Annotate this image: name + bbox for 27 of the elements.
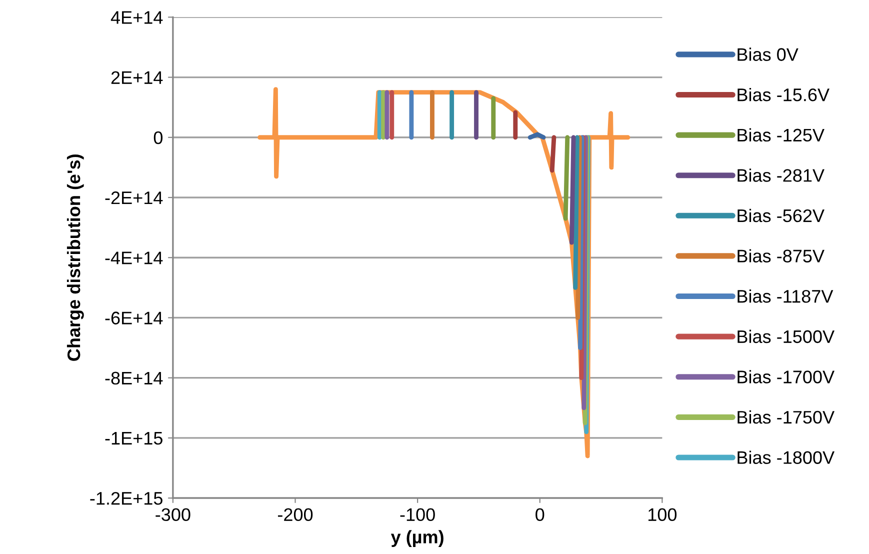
legend-label: Bias -1187V	[738, 290, 834, 303]
y-tick-label: -1E+15	[105, 432, 162, 445]
legend-label: Bias -1500V	[738, 330, 834, 344]
y-tick-label: -4E+14	[105, 252, 163, 264]
x-tick-label: -200	[278, 508, 313, 522]
y-tick-label: -2E+14	[105, 191, 163, 204]
y-tick-label: 2E+14	[111, 71, 163, 84]
legend-label: Bias -562V	[738, 208, 824, 222]
legend-label: Bias -1800V	[738, 450, 834, 464]
y-tick-label: 0	[154, 131, 163, 144]
x-tick-label: 100	[648, 508, 677, 522]
x-tick-label: 0	[536, 508, 544, 522]
y-tick-label: -6E+14	[105, 312, 163, 324]
legend-label: Bias -281V	[738, 168, 824, 182]
y-tick-label: -1.2E+15	[90, 492, 162, 505]
legend-label: Bias -15.6V	[738, 88, 830, 102]
legend-label: Bias 0V	[738, 48, 798, 61]
x-axis-title: y (µm)	[390, 530, 444, 547]
y-axis-title: Charge distribution (e's)	[66, 154, 84, 361]
legend-label: Bias -875V	[738, 249, 824, 262]
legend-label: Bias -1700V	[738, 370, 834, 384]
x-tick-label: -100	[400, 508, 435, 522]
y-tick-label: 4E+14	[110, 11, 163, 24]
legend-label: Bias -125V	[738, 128, 824, 142]
legend-label: Bias -1750V	[738, 410, 834, 424]
x-tick-label: -300	[156, 508, 190, 522]
y-tick-label: -8E+14	[105, 372, 163, 385]
